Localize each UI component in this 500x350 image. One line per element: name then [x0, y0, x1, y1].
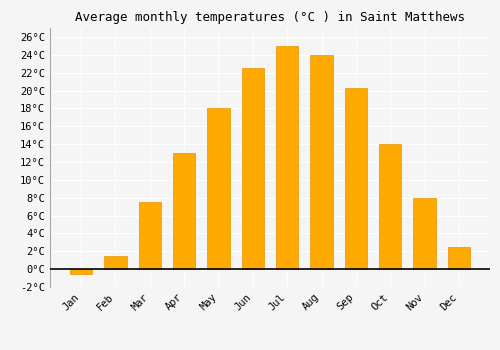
Bar — [448, 247, 470, 269]
Bar — [138, 202, 161, 269]
Bar — [310, 55, 332, 269]
Bar — [208, 108, 230, 269]
Bar — [414, 198, 436, 269]
Bar — [242, 68, 264, 269]
Bar — [379, 144, 402, 269]
Bar — [104, 256, 126, 269]
Title: Average monthly temperatures (°C ) in Saint Matthews: Average monthly temperatures (°C ) in Sa… — [75, 11, 465, 24]
Bar — [276, 46, 298, 269]
Bar — [173, 153, 196, 269]
Bar — [70, 269, 92, 274]
Bar — [344, 88, 367, 269]
